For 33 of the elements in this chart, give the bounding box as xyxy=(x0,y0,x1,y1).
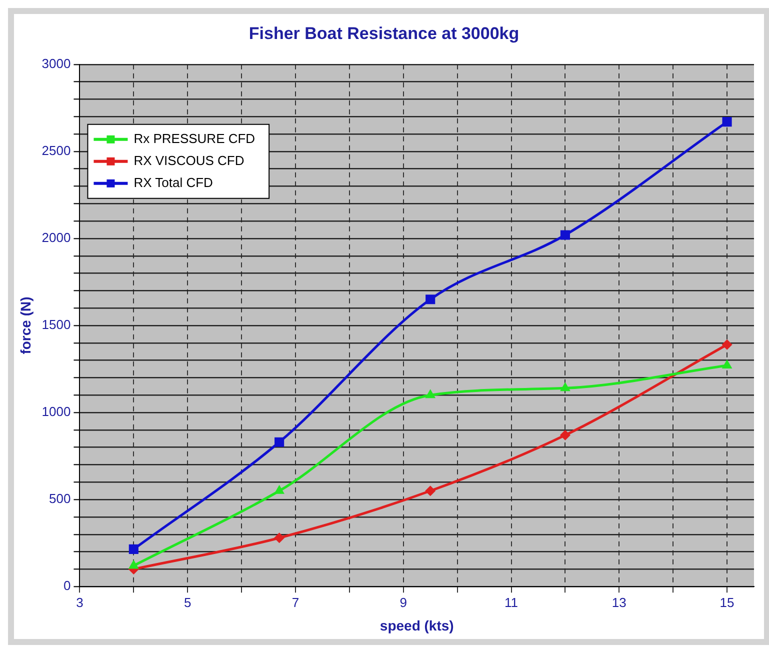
x-tick-label: 3 xyxy=(76,594,84,610)
y-tick-label: 3000 xyxy=(42,56,71,71)
point xyxy=(560,383,570,392)
x-tick-label: 13 xyxy=(612,594,626,610)
point xyxy=(722,340,732,350)
x-tick-label: 7 xyxy=(292,594,300,610)
x-tick-label: 15 xyxy=(720,594,734,610)
y-tick-label: 2000 xyxy=(42,230,71,246)
chart-title: Fisher Boat Resistance at 3000kg xyxy=(248,24,520,43)
point xyxy=(129,560,138,569)
point xyxy=(426,294,436,304)
point xyxy=(722,360,732,369)
legend-label: Rx PRESSURE CFD xyxy=(134,130,256,146)
y-tick-label: 1500 xyxy=(42,317,71,332)
x-tick-label: 9 xyxy=(400,594,407,610)
point xyxy=(274,437,284,447)
point xyxy=(560,230,570,240)
y-tick-label: 500 xyxy=(49,491,71,506)
y-tick-label: 0 xyxy=(63,578,71,594)
point xyxy=(128,544,138,554)
point xyxy=(274,533,284,543)
point xyxy=(426,486,436,496)
y-tick-label: 1000 xyxy=(42,404,71,420)
point xyxy=(722,117,732,127)
point xyxy=(560,430,570,440)
y-axis-title: force (N) xyxy=(17,296,34,354)
x-axis-title: speed (kts) xyxy=(380,617,454,634)
legend-label: RX VISCOUS CFD xyxy=(134,152,244,168)
x-tick-label: 11 xyxy=(504,594,518,610)
point xyxy=(426,390,435,398)
x-tick-label: 5 xyxy=(184,594,192,610)
y-tick-label: 2500 xyxy=(42,143,71,158)
legend-label: RX Total CFD xyxy=(134,174,213,190)
